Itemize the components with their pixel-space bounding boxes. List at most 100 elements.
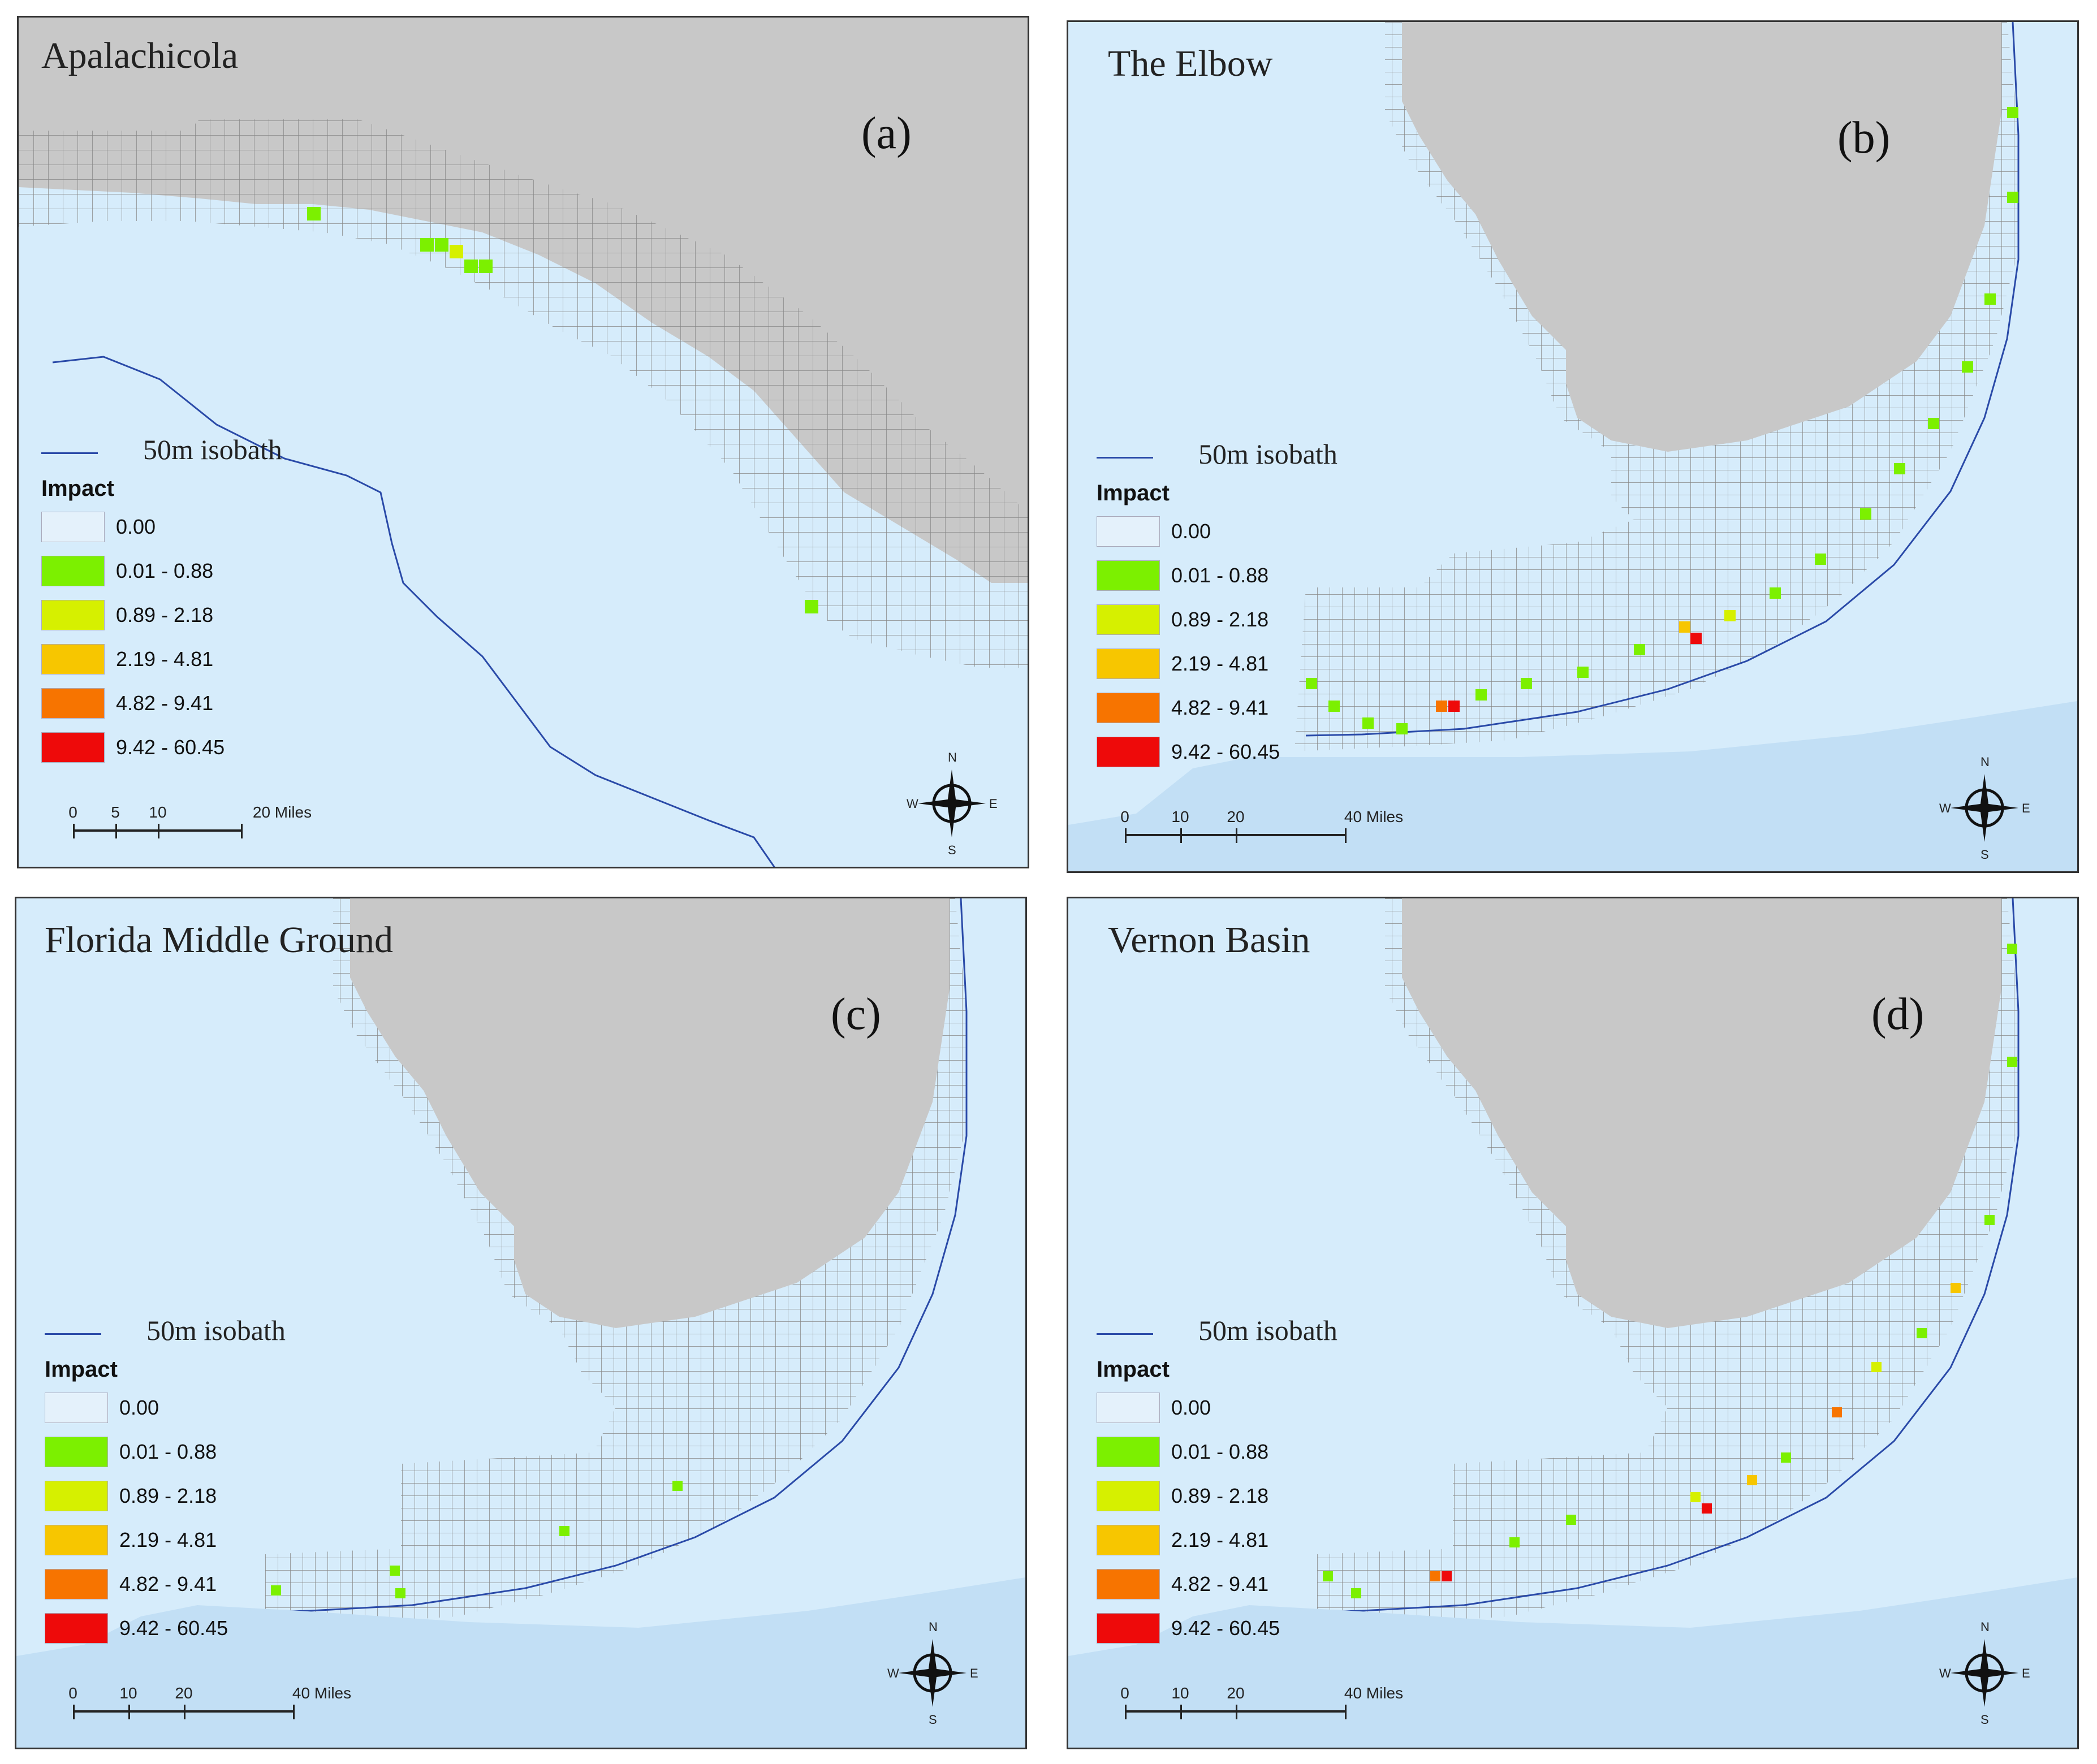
isobath-line — [265, 898, 968, 1613]
legend-swatch — [41, 688, 105, 719]
legend-swatch — [45, 1569, 108, 1599]
impact-cell — [1475, 689, 1487, 701]
legend-swatch — [1097, 1437, 1160, 1467]
legend-row: 4.82 - 9.41 — [45, 1564, 305, 1609]
scale-bar: 0 10 20 40 Miles — [1120, 808, 1403, 864]
impact-cell — [1917, 1328, 1927, 1338]
impact-title: Impact — [41, 476, 114, 501]
isobath-label: 50m isobath — [1198, 438, 1337, 470]
panel-title: The Elbow — [1108, 43, 1273, 84]
legend-swatch — [1097, 1393, 1160, 1423]
impact-cell — [2007, 107, 2018, 118]
impact-cells — [271, 1481, 683, 1598]
isobath-label: 50m isobath — [143, 434, 282, 465]
impact-cell — [1577, 667, 1589, 678]
legend-row: 2.19 - 4.81 — [41, 639, 301, 684]
impact-title: Impact — [1097, 1357, 1170, 1382]
legend-swatch — [1097, 560, 1160, 591]
legend-row: 0.89 - 2.18 — [45, 1476, 305, 1520]
impact-cell — [1724, 610, 1736, 621]
impact-title: Impact — [45, 1357, 118, 1382]
impact-cell — [1634, 644, 1645, 655]
impact-cell — [1448, 701, 1460, 712]
legend-row: 9.42 - 60.45 — [1097, 1609, 1357, 1653]
impact-cell — [1509, 1537, 1520, 1547]
legend-row: 0.01 - 0.88 — [1097, 1432, 1357, 1476]
impact-cell — [1690, 633, 1702, 644]
compass-icon: N S W E — [1939, 755, 2030, 862]
impact-cell — [1328, 701, 1340, 712]
legend-row: 0.89 - 2.18 — [1097, 1476, 1357, 1520]
land-mass — [350, 898, 950, 1328]
impact-cell — [2007, 1057, 2017, 1067]
legend-swatch — [45, 1481, 108, 1511]
legend-row: 0.00 — [41, 507, 301, 551]
panel-label: (a) — [861, 109, 912, 158]
impact-cell — [1860, 508, 1871, 520]
map-panel-apalachicola: Apalachicola (a) 50m isobath Impact 0.00… — [17, 16, 1029, 868]
legend-swatch — [45, 1393, 108, 1423]
impact-cell — [1351, 1588, 1361, 1598]
isobath-label: 50m isobath — [146, 1315, 286, 1346]
legend-swatch — [1097, 1613, 1160, 1644]
map-canvas — [1068, 22, 2077, 871]
legend: 50m isobath Impact 0.00 0.01 - 0.88 0.89… — [41, 433, 301, 772]
legend: 50m isobath Impact 0.00 0.01 - 0.88 0.89… — [1097, 1314, 1357, 1653]
coastline — [1068, 1577, 2077, 1748]
legend-isobath: 50m isobath — [41, 433, 301, 473]
legend: 50m isobath Impact 0.00 0.01 - 0.88 0.89… — [45, 1314, 305, 1653]
compass-icon: N S W E — [907, 750, 998, 857]
impact-cell — [1396, 723, 1408, 734]
legend-swatch — [41, 600, 105, 630]
impact-cell — [390, 1566, 400, 1576]
impact-cell — [395, 1588, 405, 1598]
map-canvas — [19, 18, 1028, 867]
legend-row: 0.89 - 2.18 — [41, 595, 301, 639]
impact-cell — [1442, 1571, 1452, 1581]
impact-cell — [1430, 1571, 1440, 1581]
panel-title: Vernon Basin — [1108, 919, 1310, 961]
legend-row: 0.00 — [45, 1388, 305, 1432]
impact-cell — [672, 1481, 683, 1491]
impact-cell — [1871, 1362, 1882, 1372]
legend-swatch — [1097, 1525, 1160, 1555]
panel-label: (d) — [1871, 989, 1925, 1039]
impact-cell — [1747, 1475, 1757, 1485]
impact-cell — [1323, 1571, 1333, 1581]
scale-bar: 0 10 20 40 Miles — [1120, 1684, 1403, 1741]
legend-swatch — [45, 1525, 108, 1555]
map-panel-vernon-basin: Vernon Basin (d) 50m isobath Impact 0.00… — [1067, 897, 2079, 1749]
legend-swatch — [41, 732, 105, 763]
panel-label: (c) — [831, 989, 881, 1039]
legend-row: 0.01 - 0.88 — [45, 1432, 305, 1476]
legend-swatch — [1097, 648, 1160, 679]
legend-row: 9.42 - 60.45 — [45, 1609, 305, 1653]
impact-cell — [1962, 361, 1973, 373]
panel-label: (b) — [1837, 113, 1891, 163]
legend-swatch — [41, 512, 105, 542]
compass-icon: N S W E — [887, 1620, 978, 1727]
legend-isobath: 50m isobath — [45, 1314, 305, 1354]
impact-cell — [1702, 1503, 1712, 1514]
impact-cell — [559, 1526, 569, 1536]
impact-cell — [1928, 418, 1939, 429]
legend-row: 0.01 - 0.88 — [41, 551, 301, 595]
legend-row: 2.19 - 4.81 — [45, 1520, 305, 1564]
impact-cell — [2007, 192, 2018, 203]
impact-cell — [1894, 463, 1905, 474]
impact-cell — [1815, 554, 1826, 565]
compass-icon: N S W E — [1939, 1620, 2030, 1727]
map-canvas — [16, 898, 1025, 1748]
legend-swatch — [1097, 737, 1160, 767]
impact-cell — [1770, 587, 1781, 599]
isobath-line — [52, 356, 775, 867]
impact-cells — [1323, 944, 2017, 1598]
legend-isobath: 50m isobath — [1097, 1314, 1357, 1354]
legend-swatch — [1097, 1481, 1160, 1511]
impact-cell — [1362, 717, 1374, 729]
legend-row: 0.00 — [1097, 1388, 1357, 1432]
legend-row: 9.42 - 60.45 — [41, 728, 301, 772]
impact-cell — [1832, 1407, 1842, 1417]
impact-cell — [1690, 1492, 1701, 1502]
legend-swatch — [1097, 693, 1160, 723]
